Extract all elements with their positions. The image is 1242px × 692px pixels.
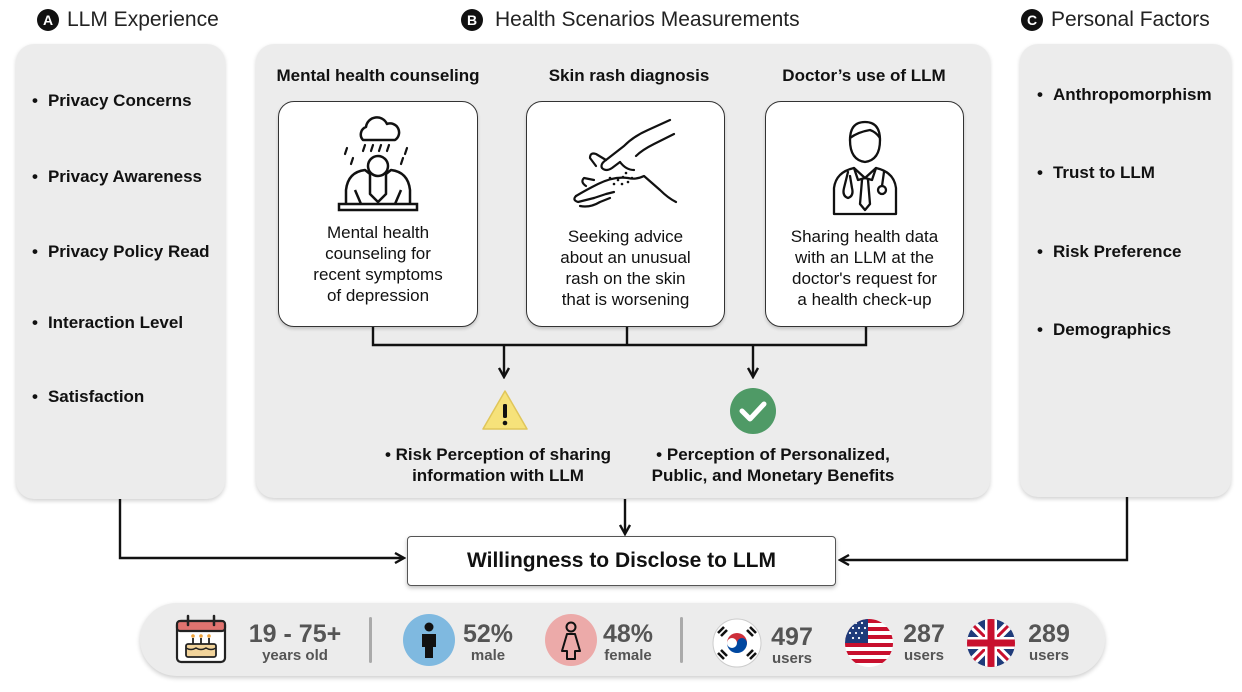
stat-age-value: 19 - 75+ <box>248 620 342 648</box>
calendar-cake-icon <box>175 614 227 664</box>
scenario-title-mental-health: Mental health counseling <box>276 66 480 85</box>
section-a-label: LLM Experience <box>67 8 219 31</box>
benefit-line-1: • Perception of Personalized, <box>656 445 890 464</box>
distressed-person-rain-cloud-icon <box>337 116 419 212</box>
section-b-badge: B <box>461 9 483 31</box>
stats-divider <box>680 617 683 663</box>
factor-privacy-awareness: Privacy Awareness <box>32 167 202 187</box>
desc-line: counseling for <box>325 244 431 263</box>
desc-line: about an unusual <box>560 248 691 267</box>
stat-uk-value: 289 <box>1028 620 1070 648</box>
stat-age-label: years old <box>262 647 328 664</box>
desc-line: rash on the skin <box>565 269 686 288</box>
scenario-desc-doctor-llm: Sharing health data with an LLM at the d… <box>774 226 955 310</box>
risk-line-2: information with LLM <box>412 466 584 485</box>
south-korea-flag-icon <box>712 618 762 668</box>
desc-line: Mental health <box>326 223 430 242</box>
factor-trust-to-llm: Trust to LLM <box>1037 163 1155 183</box>
factor-interaction-level: Interaction Level <box>32 313 183 333</box>
scenario-title-skin-rash: Skin rash diagnosis <box>548 66 710 85</box>
section-a-title: A LLM Experience <box>37 8 219 32</box>
factor-privacy-policy-read: Privacy Policy Read <box>32 242 210 262</box>
stat-uk: 289 users <box>1020 621 1078 665</box>
scenario-desc-mental-health: Mental health counseling for recent symp… <box>287 222 469 306</box>
usa-flag-icon <box>845 619 893 667</box>
doctor-icon <box>832 120 897 216</box>
desc-line: of depression <box>326 286 430 305</box>
scenario-desc-skin-rash: Seeking advice about an unusual rash on … <box>535 226 716 310</box>
stat-female-value: 48% <box>602 620 654 648</box>
risk-line-1: • Risk Perception of sharing <box>384 445 612 464</box>
benefit-line-2: Public, and Monetary Benefits <box>651 466 895 485</box>
desc-line: Sharing health data <box>790 227 939 246</box>
personal-factors-panel: Anthropomorphism Trust to LLM Risk Prefe… <box>1020 44 1231 497</box>
checkmark-icon <box>730 388 776 434</box>
female-person-icon <box>545 614 597 666</box>
stat-uk-label: users <box>1028 647 1070 664</box>
stat-female-label: female <box>604 647 652 664</box>
stat-korea: 497 users <box>764 624 820 668</box>
desc-line: that is worsening <box>561 290 690 309</box>
section-b-label: Health Scenarios Measurements <box>495 8 800 31</box>
stat-age: 19 - 75+ years old <box>240 621 350 665</box>
willingness-to-disclose-box: Willingness to Disclose to LLM <box>407 536 836 586</box>
llm-experience-panel: Privacy Concerns Privacy Awareness Priva… <box>16 44 225 499</box>
stat-korea-label: users <box>771 650 813 667</box>
desc-line: Seeking advice <box>567 227 684 246</box>
stat-male: 52% male <box>458 621 518 665</box>
male-person-icon <box>403 614 455 666</box>
participant-stats-bar <box>140 603 1105 676</box>
desc-line: recent symptoms <box>313 265 443 284</box>
factor-satisfaction: Satisfaction <box>32 387 144 407</box>
section-c-badge: C <box>1021 9 1043 31</box>
factor-anthropomorphism: Anthropomorphism <box>1037 85 1212 105</box>
hand-scratching-rash-icon <box>572 118 677 208</box>
stat-usa-label: users <box>903 647 945 664</box>
section-b-title: B Health Scenarios Measurements <box>461 8 800 32</box>
scenario-card-doctor-llm: Sharing health data with an LLM at the d… <box>765 101 964 327</box>
factor-privacy-concerns: Privacy Concerns <box>32 91 192 111</box>
factor-risk-preference: Risk Preference <box>1037 242 1182 262</box>
desc-line: with an LLM at the <box>795 248 934 267</box>
stats-divider <box>369 617 372 663</box>
stat-korea-value: 497 <box>771 623 813 651</box>
section-a-badge: A <box>37 9 59 31</box>
scenario-title-doctor-llm: Doctor’s use of LLM <box>782 66 946 85</box>
stat-usa: 287 users <box>896 621 952 665</box>
stat-female: 48% female <box>598 621 658 665</box>
factor-demographics: Demographics <box>1037 320 1171 340</box>
warning-icon <box>482 390 528 430</box>
stat-male-label: male <box>470 647 506 664</box>
stat-male-value: 52% <box>462 620 514 648</box>
desc-line: a health check-up <box>797 290 932 309</box>
scenario-card-skin-rash: Seeking advice about an unusual rash on … <box>526 101 725 327</box>
stat-usa-value: 287 <box>903 620 945 648</box>
uk-flag-icon <box>967 619 1015 667</box>
section-c-label: Personal Factors <box>1051 8 1210 31</box>
desc-line: doctor's request for <box>792 269 937 288</box>
section-c-title: C Personal Factors <box>1021 8 1210 32</box>
scenario-card-mental-health: Mental health counseling for recent symp… <box>278 101 478 327</box>
risk-perception-label: • Risk Perception of sharing information… <box>358 444 638 486</box>
benefit-perception-label: • Perception of Personalized, Public, an… <box>628 444 918 486</box>
